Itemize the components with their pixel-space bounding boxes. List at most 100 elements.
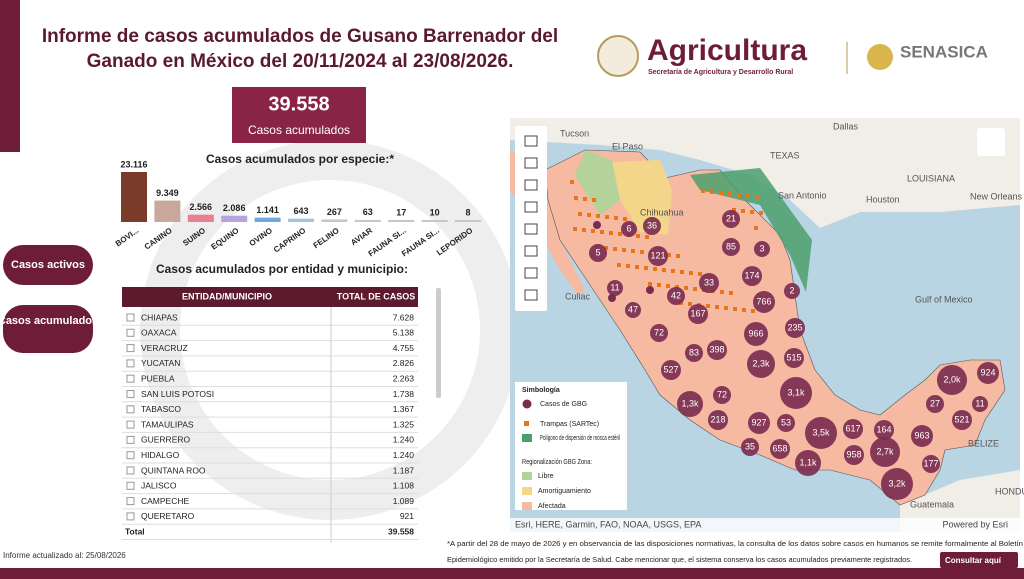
- expand-icon[interactable]: [126, 313, 135, 322]
- cluster[interactable]: [747, 350, 775, 378]
- cluster[interactable]: [707, 340, 727, 360]
- cluster[interactable]: [926, 395, 944, 413]
- cluster[interactable]: [784, 283, 800, 299]
- trap: [732, 208, 736, 212]
- expand-icon[interactable]: [126, 359, 135, 368]
- tool-icon[interactable]: [524, 179, 538, 191]
- cluster[interactable]: [661, 360, 681, 380]
- cluster[interactable]: [741, 438, 759, 456]
- cluster[interactable]: [972, 396, 988, 412]
- cluster[interactable]: [785, 318, 805, 338]
- cell: 921: [400, 511, 414, 521]
- expand-icon[interactable]: [126, 390, 135, 398]
- nav-button-label[interactable]: Casos activos: [11, 259, 85, 271]
- cluster[interactable]: [870, 437, 900, 467]
- nav-button[interactable]: [3, 305, 93, 353]
- cluster[interactable]: [754, 241, 770, 257]
- cluster[interactable]: [770, 439, 790, 459]
- place-label: Tucson: [560, 128, 589, 138]
- legend-item: Polígono de dispersión de mosca estéril: [540, 435, 620, 442]
- cluster[interactable]: [708, 410, 728, 430]
- trap: [710, 190, 714, 194]
- tool-icon[interactable]: [524, 157, 538, 169]
- expand-icon[interactable]: [126, 328, 135, 337]
- cluster[interactable]: [650, 324, 668, 342]
- cluster[interactable]: [677, 391, 703, 417]
- cell: 1.367: [393, 404, 415, 414]
- cluster[interactable]: [713, 386, 731, 404]
- value-label: 643: [293, 206, 308, 216]
- tool-icon[interactable]: [524, 135, 538, 147]
- cluster[interactable]: [843, 419, 863, 439]
- tool-icon[interactable]: [524, 289, 538, 301]
- cluster[interactable]: [777, 414, 795, 432]
- cluster[interactable]: [621, 221, 637, 237]
- cluster-label: 235: [787, 322, 802, 332]
- link-label[interactable]: Consultar aquí: [945, 556, 1002, 565]
- cluster[interactable]: [748, 412, 770, 434]
- cluster[interactable]: [784, 348, 804, 368]
- tool-icon[interactable]: [524, 245, 538, 257]
- cluster[interactable]: [589, 244, 607, 262]
- trap: [720, 290, 724, 294]
- trap: [680, 270, 684, 274]
- trap: [604, 246, 608, 250]
- trap: [609, 231, 613, 235]
- place-label: Guatemala: [910, 499, 954, 509]
- place-label: Chihuahua: [640, 207, 684, 217]
- expand-icon[interactable]: [126, 466, 135, 475]
- cluster[interactable]: [911, 425, 933, 447]
- cluster[interactable]: [795, 450, 821, 476]
- cluster-label: 617: [845, 423, 860, 433]
- tool-icon[interactable]: [524, 201, 538, 213]
- column-header: ENTIDAD/MUNICIPIO: [182, 291, 272, 301]
- layer-button[interactable]: [977, 128, 1005, 156]
- cluster[interactable]: [722, 210, 740, 228]
- cluster[interactable]: [881, 468, 913, 500]
- expand-icon[interactable]: [126, 435, 135, 444]
- expand-icon[interactable]: [126, 512, 135, 521]
- bar: [388, 219, 415, 222]
- cluster[interactable]: [753, 291, 775, 313]
- cluster[interactable]: [685, 344, 703, 362]
- cluster[interactable]: [844, 445, 864, 465]
- cluster[interactable]: [922, 455, 940, 473]
- cluster-label: 33: [704, 277, 714, 287]
- cluster[interactable]: [699, 273, 719, 293]
- cluster[interactable]: [742, 266, 762, 286]
- expand-icon[interactable]: [126, 497, 135, 506]
- cluster[interactable]: [625, 302, 641, 318]
- category-label: FAUNA SI...: [400, 226, 441, 258]
- expand-icon[interactable]: [126, 451, 135, 460]
- tool-icon[interactable]: [524, 223, 538, 235]
- attribution-bar: [510, 518, 1020, 532]
- nav-button-label[interactable]: Casos acumulados: [0, 315, 98, 327]
- value-label: 9.349: [156, 188, 179, 198]
- expand-icon[interactable]: [126, 481, 135, 490]
- cluster[interactable]: [643, 217, 661, 235]
- bar: [221, 215, 248, 222]
- cluster[interactable]: [607, 280, 623, 296]
- cluster[interactable]: [722, 238, 740, 256]
- trap: [728, 192, 732, 196]
- link-button[interactable]: [940, 552, 1018, 568]
- cluster[interactable]: [780, 377, 812, 409]
- cluster[interactable]: [874, 420, 894, 440]
- cluster[interactable]: [805, 417, 837, 449]
- cluster[interactable]: [937, 365, 967, 395]
- nav-button[interactable]: [3, 245, 93, 285]
- cluster[interactable]: [688, 304, 708, 324]
- cell: CAMPECHE: [141, 496, 190, 506]
- cluster[interactable]: [744, 322, 768, 346]
- expand-icon[interactable]: [126, 420, 135, 429]
- cluster[interactable]: [977, 362, 999, 384]
- expand-icon[interactable]: [126, 344, 135, 353]
- expand-icon[interactable]: [126, 374, 135, 383]
- cluster-label: 1,1k: [799, 457, 817, 467]
- expand-icon[interactable]: [126, 405, 135, 414]
- logo2: SENASICA: [900, 42, 988, 61]
- tool-icon[interactable]: [524, 267, 538, 279]
- cluster[interactable]: [667, 287, 685, 305]
- cluster[interactable]: [952, 410, 972, 430]
- cluster[interactable]: [648, 246, 668, 266]
